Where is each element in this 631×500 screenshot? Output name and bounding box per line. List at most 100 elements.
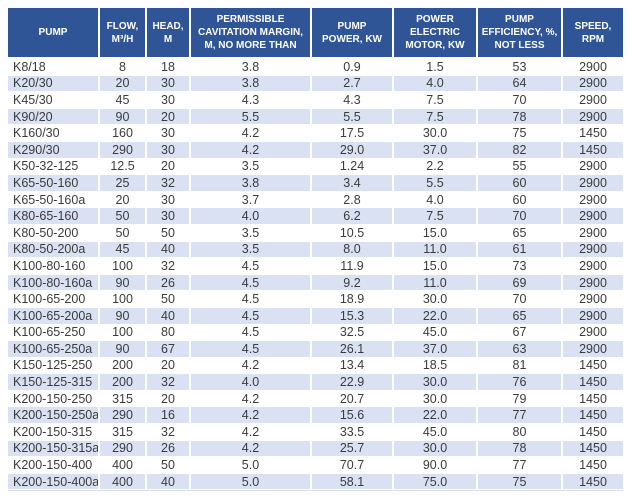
efficiency-cell: 67 [478,324,563,342]
pump-name-cell: K100-80-160a [8,274,100,292]
pump-name-cell: K80-50-200 [8,224,100,242]
pump-power-cell: 26.1 [312,341,394,358]
efficiency-cell: 77 [478,457,563,474]
speed-cell: 2900 [563,307,623,325]
table-row: K160/30 160 30 4.2 17.5 30.0 75 1450 [8,125,623,142]
pump-name-cell: K80-65-160 [8,208,100,225]
head-cell: 26 [147,440,191,458]
table-header: PUMP FLOW, M³/H HEAD, M PERMISSIBLE CAVI… [8,8,623,59]
efficiency-cell: 79 [478,390,563,408]
motor-power-cell: 30.0 [394,125,478,142]
table-row: K150-125-315 200 32 4.0 22.9 30.0 76 1450 [8,374,623,391]
pump-name-cell: K100-65-200a [8,307,100,325]
head-cell: 20 [147,108,191,126]
head-cell: 32 [147,424,191,441]
pump-power-cell: 9.2 [312,274,394,292]
motor-power-cell: 30.0 [394,374,478,391]
table-row: K100-65-250a 90 67 4.5 26.1 37.0 63 2900 [8,341,623,358]
table-row: K80-50-200a 45 40 3.5 8.0 11.0 61 2900 [8,241,623,259]
motor-power-cell: 45.0 [394,324,478,342]
cavitation-margin-cell: 3.5 [191,224,312,242]
efficiency-cell: 80 [478,424,563,441]
pump-power-cell: 25.7 [312,440,394,458]
flow-cell: 20 [100,191,147,209]
flow-cell: 315 [100,424,147,441]
motor-power-cell: 18.5 [394,357,478,375]
table-body: K8/18 8 18 3.8 0.9 1.5 53 2900 K20/30 20 30 3.8 2.7 4… [8,59,623,491]
pump-power-cell: 15.3 [312,307,394,325]
pump-power-cell: 22.9 [312,374,394,391]
motor-power-cell: 30.0 [394,291,478,308]
pump-name-cell: K100-65-250a [8,341,100,358]
cavitation-margin-cell: 4.2 [191,440,312,458]
table-row: K90/20 90 20 5.5 5.5 7.5 78 2900 [8,108,623,126]
pump-name-cell: K100-65-200 [8,291,100,308]
table-row: K150-125-250 200 20 4.2 13.4 18.5 81 1450 [8,357,623,375]
efficiency-cell: 78 [478,108,563,126]
cavitation-margin-cell: 5.0 [191,457,312,474]
cavitation-margin-cell: 3.5 [191,158,312,176]
column-header-pump-power: PUMP POWER, KW [312,8,394,59]
cavitation-margin-cell: 4.0 [191,208,312,225]
head-cell: 20 [147,357,191,375]
efficiency-cell: 65 [478,307,563,325]
flow-cell: 290 [100,141,147,159]
pump-name-cell: K200-150-315 [8,424,100,441]
flow-cell: 90 [100,108,147,126]
efficiency-cell: 82 [478,141,563,159]
cavitation-margin-cell: 4.5 [191,274,312,292]
efficiency-cell: 73 [478,258,563,275]
motor-power-cell: 37.0 [394,341,478,358]
speed-cell: 2900 [563,274,623,292]
flow-cell: 400 [100,457,147,474]
motor-power-cell: 15.0 [394,224,478,242]
head-cell: 20 [147,158,191,176]
column-header-cavitation-margin: PERMISSIBLE CAVITATION MARGIN, M, NO MOR… [191,8,312,59]
head-cell: 30 [147,125,191,142]
speed-cell: 2900 [563,224,623,242]
head-cell: 26 [147,274,191,292]
motor-power-cell: 90.0 [394,457,478,474]
speed-cell: 1450 [563,407,623,425]
flow-cell: 45 [100,92,147,109]
cavitation-margin-cell: 4.2 [191,357,312,375]
pump-power-cell: 2.8 [312,191,394,209]
flow-cell: 100 [100,291,147,308]
speed-cell: 1450 [563,141,623,159]
cavitation-margin-cell: 3.5 [191,241,312,259]
pump-power-cell: 17.5 [312,125,394,142]
efficiency-cell: 61 [478,241,563,259]
pump-name-cell: K8/18 [8,59,100,76]
speed-cell: 1450 [563,440,623,458]
efficiency-cell: 64 [478,75,563,93]
cavitation-margin-cell: 3.8 [191,59,312,76]
speed-cell: 2900 [563,341,623,358]
flow-cell: 160 [100,125,147,142]
pump-name-cell: K200-150-315a [8,440,100,458]
flow-cell: 90 [100,307,147,325]
head-cell: 50 [147,291,191,308]
pump-power-cell: 11.9 [312,258,394,275]
cavitation-margin-cell: 4.5 [191,324,312,342]
table-row: K45/30 45 30 4.3 4.3 7.5 70 2900 [8,92,623,109]
flow-cell: 8 [100,59,147,76]
head-cell: 32 [147,175,191,192]
table-row: K20/30 20 30 3.8 2.7 4.0 64 2900 [8,75,623,93]
motor-power-cell: 45.0 [394,424,478,441]
efficiency-cell: 63 [478,341,563,358]
pump-name-cell: K100-80-160 [8,258,100,275]
efficiency-cell: 70 [478,92,563,109]
efficiency-cell: 81 [478,357,563,375]
efficiency-cell: 76 [478,374,563,391]
cavitation-margin-cell: 4.5 [191,307,312,325]
motor-power-cell: 7.5 [394,92,478,109]
head-cell: 30 [147,75,191,93]
table-row: K80-50-200 50 50 3.5 10.5 15.0 65 2900 [8,224,623,242]
column-header-motor-power: POWER ELECTRIC MOTOR, KW [394,8,478,59]
head-cell: 30 [147,92,191,109]
pump-name-cell: K200-150-250 [8,390,100,408]
pump-name-cell: K290/30 [8,141,100,159]
table-row: K200-150-315 315 32 4.2 33.5 45.0 80 1450 [8,424,623,441]
cavitation-margin-cell: 4.5 [191,291,312,308]
